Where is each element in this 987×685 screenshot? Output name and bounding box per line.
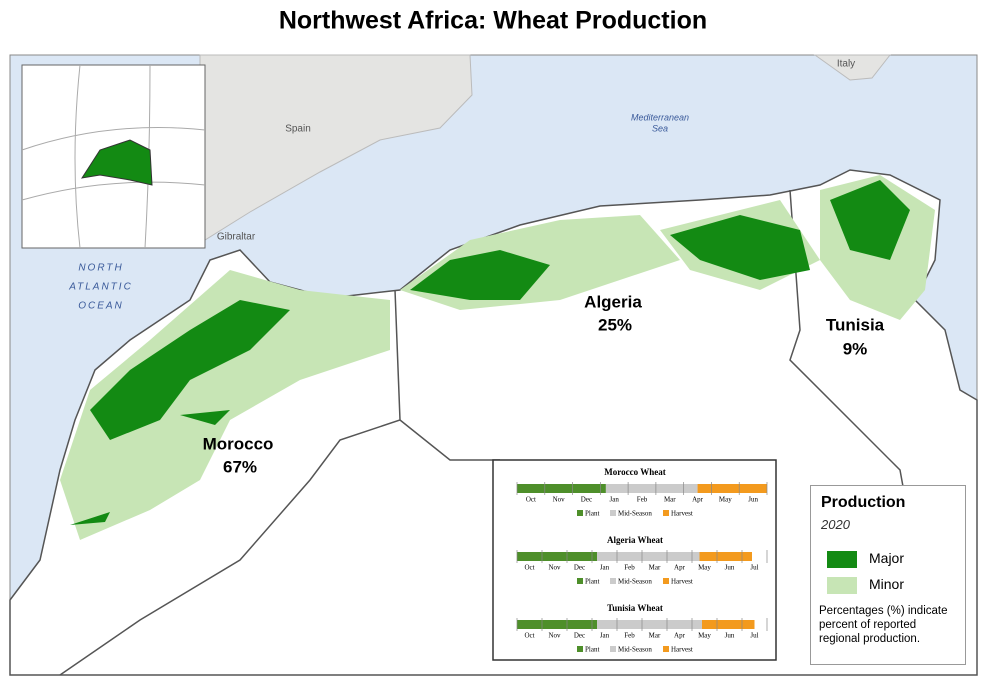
phase-label: Harvest	[671, 510, 693, 518]
phase-label: Plant	[585, 510, 599, 518]
legend-note: Percentages (%) indicate percent of repo…	[819, 605, 948, 645]
phase-label: Mid-Season	[618, 510, 652, 518]
phase-swatch	[577, 646, 583, 652]
month-label: Jul	[750, 632, 758, 640]
month-label: Jan	[600, 564, 610, 572]
month-label: May	[698, 564, 711, 572]
ocean-label: NORTH	[78, 263, 123, 274]
place-label: Gibraltar	[217, 232, 256, 243]
country-label: Algeria	[584, 292, 642, 311]
month-label: Jun	[725, 632, 735, 640]
major-areas	[70, 180, 910, 525]
calendar-segment	[699, 552, 752, 561]
phase-swatch	[610, 646, 616, 652]
country-label: Morocco	[203, 434, 274, 453]
crop-calendars: Morocco Wheat Oct Nov Dec Jan Feb Mar Apr May Jun…	[516, 467, 768, 654]
month-label: Jun	[725, 564, 735, 572]
month-label: Dec	[574, 564, 585, 572]
month-label: Feb	[637, 496, 648, 504]
month-label: Mar	[649, 632, 661, 640]
legend-label: Minor	[869, 576, 905, 592]
phase-swatch	[663, 646, 669, 652]
phase-label: Plant	[585, 646, 599, 654]
sea-label: Mediterranean	[631, 112, 689, 122]
phase-swatch	[577, 578, 583, 584]
legend-label: Major	[869, 550, 905, 566]
legend-title: Production	[821, 494, 906, 511]
legend-swatch	[827, 550, 857, 568]
country-share: 25%	[598, 315, 632, 334]
calendar-segment	[702, 620, 755, 629]
country-share: 9%	[843, 339, 868, 358]
phase-swatch	[577, 510, 583, 516]
calendar-segment	[597, 620, 702, 629]
month-label: Dec	[574, 632, 585, 640]
month-label: Oct	[526, 496, 536, 504]
map-labels: Morocco 67% Algeria 25% Tunisia 9% Spain…	[68, 59, 884, 477]
month-label: Jan	[600, 632, 610, 640]
month-label: Apr	[674, 564, 686, 572]
phase-label: Harvest	[671, 646, 693, 654]
month-label: Nov	[548, 564, 561, 572]
calendar-title: Algeria Wheat	[607, 535, 663, 545]
phase-swatch	[610, 578, 616, 584]
place-label: Spain	[285, 124, 311, 135]
month-label: Nov	[553, 496, 566, 504]
calendar-segment	[697, 484, 767, 493]
month-label: Feb	[624, 632, 635, 640]
phase-label: Mid-Season	[618, 578, 652, 586]
legend: Production 2020 Major Minor Percentages …	[810, 485, 966, 665]
month-label: Jan	[610, 496, 620, 504]
phase-swatch	[663, 578, 669, 584]
title: Northwest Africa: Wheat Production	[279, 7, 707, 35]
month-label: Apr	[674, 632, 686, 640]
italy-land	[813, 54, 892, 81]
calendar-segment	[605, 484, 698, 493]
legend-item: Major	[827, 550, 967, 568]
legend-item: Minor	[827, 576, 967, 594]
month-label: Dec	[581, 496, 592, 504]
country-share: 67%	[223, 457, 257, 476]
calendar-segment	[517, 620, 597, 629]
month-label: May	[698, 632, 711, 640]
inset-region	[80, 139, 153, 186]
month-label: Apr	[692, 496, 704, 504]
month-label: May	[719, 496, 732, 504]
calendar-segment	[517, 484, 606, 493]
phase-label: Harvest	[671, 578, 693, 586]
month-label: Nov	[548, 632, 561, 640]
place-label: Italy	[837, 59, 855, 70]
ocean-label: ATLANTIC	[68, 282, 133, 293]
inset-graticule	[21, 64, 206, 249]
phase-label: Mid-Season	[618, 646, 652, 654]
month-label: Oct	[524, 564, 534, 572]
country-label: Tunisia	[826, 315, 885, 334]
month-label: Jun	[748, 496, 758, 504]
month-label: Oct	[524, 632, 534, 640]
month-label: Mar	[649, 564, 661, 572]
month-label: Feb	[624, 564, 635, 572]
calendar-segment	[517, 552, 597, 561]
month-label: Mar	[664, 496, 676, 504]
sea-label: Sea	[652, 123, 668, 133]
legend-swatch	[827, 576, 857, 594]
month-label: Jul	[750, 564, 758, 572]
calendar-segment	[597, 552, 700, 561]
calendar-title: Tunisia Wheat	[607, 603, 663, 613]
calendar-title: Morocco Wheat	[604, 467, 665, 477]
phase-swatch	[663, 510, 669, 516]
phase-label: Plant	[585, 578, 599, 586]
phase-swatch	[610, 510, 616, 516]
legend-year: 2020	[821, 517, 850, 532]
ocean-label: OCEAN	[78, 301, 124, 312]
